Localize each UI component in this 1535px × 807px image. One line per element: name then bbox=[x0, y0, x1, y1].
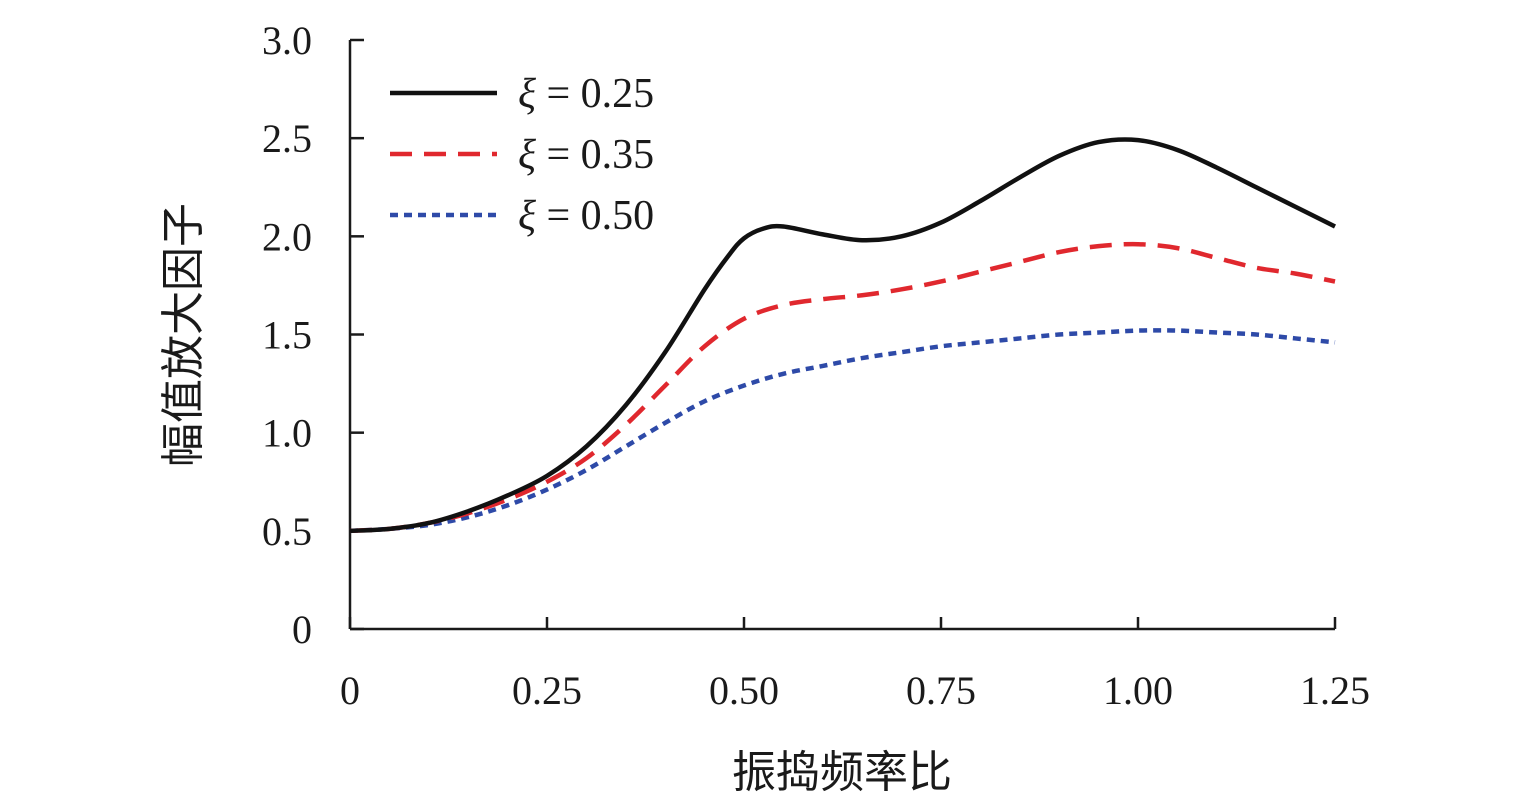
series-line-1 bbox=[349, 137, 1337, 534]
axes bbox=[348, 40, 1335, 631]
x-ticks: 0 0.25 0.50 0.75 1.00 1.25 bbox=[340, 617, 1370, 713]
y-tick-label: 1.5 bbox=[262, 313, 312, 358]
legend-label-2: ξ = 0.35 bbox=[518, 132, 654, 178]
y-tick-label: 1.0 bbox=[262, 411, 312, 456]
x-tick-label: 0.75 bbox=[906, 668, 976, 713]
y-tick-label: 0.5 bbox=[262, 509, 312, 554]
legend: ξ = 0.25 ξ = 0.35 ξ = 0.50 bbox=[390, 71, 654, 239]
legend-label-3: ξ = 0.50 bbox=[518, 193, 654, 239]
x-axis-label: 振捣频率比 bbox=[732, 747, 952, 798]
y-ticks: 0 0.5 1.0 1.5 2.0 2.5 3.0 bbox=[262, 18, 364, 652]
y-tick-label: 3.0 bbox=[262, 18, 312, 63]
y-tick-label: 2.5 bbox=[262, 116, 312, 161]
series-line-2 bbox=[349, 241, 1336, 534]
legend-label-1: ξ = 0.25 bbox=[518, 71, 654, 117]
x-tick-label: 0.50 bbox=[709, 668, 779, 713]
y-axis-label: 幅值放大因子 bbox=[158, 203, 209, 467]
x-tick-label: 1.00 bbox=[1103, 668, 1173, 713]
series-line-3 bbox=[349, 328, 1336, 534]
x-tick-label: 0.25 bbox=[512, 668, 582, 713]
y-tick-label: 0 bbox=[292, 607, 312, 652]
series-layer bbox=[349, 137, 1337, 534]
y-tick-label: 2.0 bbox=[262, 214, 312, 259]
x-tick-label: 0 bbox=[340, 668, 360, 713]
x-tick-label: 1.25 bbox=[1300, 668, 1370, 713]
